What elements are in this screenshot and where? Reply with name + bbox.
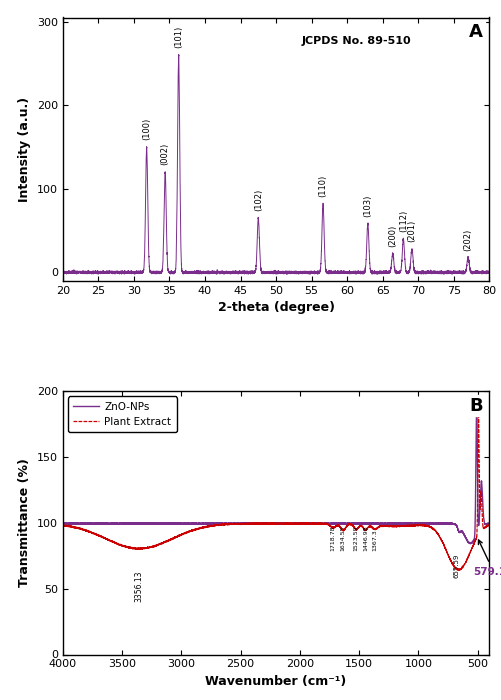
Y-axis label: Intensity (a.u.): Intensity (a.u.) <box>18 97 31 202</box>
Line: Plant Extract: Plant Extract <box>63 416 488 570</box>
Text: (201): (201) <box>407 220 416 242</box>
Plant Extract <box>173 533 179 541</box>
X-axis label: 2-theta (degree): 2-theta (degree) <box>217 301 334 314</box>
Text: 1367.3: 1367.3 <box>372 528 377 550</box>
ZnO-NPs <box>467 540 473 548</box>
Text: (002): (002) <box>160 144 169 165</box>
ZnO-NPs <box>84 519 90 528</box>
ZnO-NPs <box>396 519 402 527</box>
Text: (110): (110) <box>318 175 327 197</box>
ZnO-NPs <box>473 400 479 408</box>
Text: (100): (100) <box>142 118 151 140</box>
Text: B: B <box>468 396 482 414</box>
Y-axis label: Transmittance (%): Transmittance (%) <box>18 458 31 587</box>
ZnO-NPs <box>478 491 484 499</box>
Text: (101): (101) <box>174 26 183 48</box>
Plant Extract <box>326 522 332 530</box>
Text: (112): (112) <box>398 210 407 232</box>
Text: (103): (103) <box>363 195 372 217</box>
Text: JCPDS No. 89-510: JCPDS No. 89-510 <box>301 36 410 46</box>
X-axis label: Wavenumber (cm⁻¹): Wavenumber (cm⁻¹) <box>205 675 346 688</box>
ZnO-NPs <box>485 519 491 528</box>
Text: 1446.98: 1446.98 <box>362 525 367 550</box>
Plant Extract <box>60 522 66 530</box>
ZnO-NPs <box>173 519 179 528</box>
Text: (102): (102) <box>254 189 263 211</box>
Text: 3356.13: 3356.13 <box>134 570 143 602</box>
ZnO-NPs <box>60 519 66 527</box>
Text: 655.59: 655.59 <box>453 554 459 578</box>
Text: 1718.78: 1718.78 <box>330 525 335 550</box>
Plant Extract <box>84 527 90 536</box>
Plant Extract <box>455 566 461 574</box>
ZnO-NPs <box>320 519 326 528</box>
ZnO-NPs <box>326 519 332 528</box>
Plant Extract <box>478 515 484 524</box>
Legend: ZnO-NPs, Plant Extract: ZnO-NPs, Plant Extract <box>68 396 176 432</box>
Text: (202): (202) <box>463 228 471 251</box>
Plant Extract <box>485 521 491 529</box>
Text: 1523.59: 1523.59 <box>353 525 358 550</box>
Text: (200): (200) <box>387 225 396 247</box>
Line: ZnO-NPs: ZnO-NPs <box>63 404 488 544</box>
Text: A: A <box>468 23 482 41</box>
Plant Extract <box>396 522 402 530</box>
Text: 579.18: 579.18 <box>472 540 501 577</box>
Plant Extract <box>474 412 480 420</box>
Text: 1634.55: 1634.55 <box>340 525 345 550</box>
Plant Extract <box>320 519 326 528</box>
